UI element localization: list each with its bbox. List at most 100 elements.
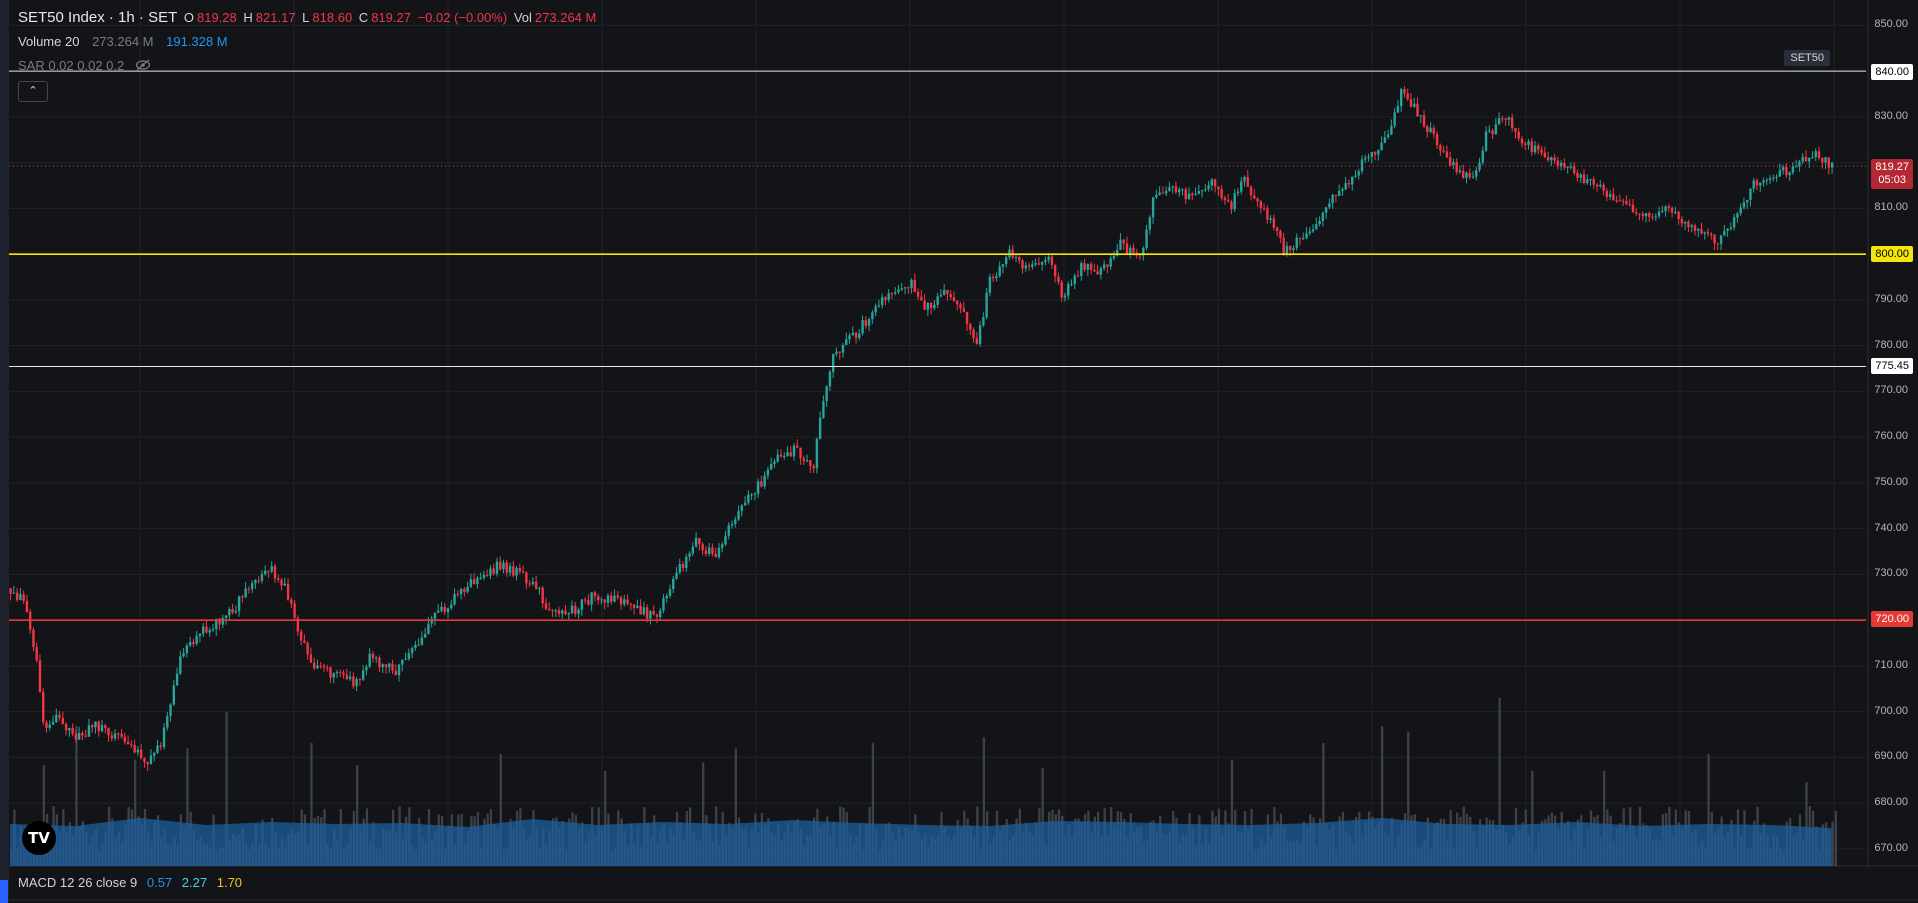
volume-legend: Volume 20 273.264 M 191.328 M bbox=[18, 34, 231, 49]
candle-body bbox=[136, 749, 140, 753]
candle-body bbox=[815, 438, 819, 469]
candle-body bbox=[1716, 243, 1720, 245]
candle-body bbox=[169, 704, 172, 716]
candle-body bbox=[1641, 213, 1644, 217]
candle-body bbox=[1406, 93, 1409, 100]
candle-body bbox=[358, 678, 362, 680]
candle-body bbox=[1468, 172, 1471, 178]
candle-body bbox=[306, 642, 309, 655]
candle-body bbox=[1687, 221, 1690, 228]
candle-body bbox=[760, 481, 763, 487]
candle-body bbox=[668, 589, 672, 596]
candle-body bbox=[926, 302, 930, 310]
candle-body bbox=[1648, 213, 1651, 217]
candle-body bbox=[1621, 200, 1625, 202]
candle-body bbox=[747, 494, 750, 503]
candle-body bbox=[1213, 179, 1217, 187]
candle-body bbox=[1537, 145, 1540, 150]
candle-body bbox=[1396, 106, 1400, 113]
candle-body bbox=[985, 292, 988, 318]
candle-body bbox=[1804, 156, 1808, 162]
volume-bar bbox=[1381, 726, 1384, 866]
candle-body bbox=[825, 386, 828, 402]
candle-body bbox=[1132, 247, 1135, 253]
price-axis-tick: 740.00 bbox=[1874, 521, 1908, 534]
candle-body bbox=[756, 481, 760, 494]
candle-body bbox=[430, 618, 433, 624]
candle-body bbox=[1070, 283, 1073, 285]
macd-label[interactable]: MACD 12 26 close 9 bbox=[18, 875, 138, 890]
candle-body bbox=[1243, 176, 1246, 182]
price-axis-tick: 830.00 bbox=[1874, 109, 1908, 122]
close-label: C bbox=[358, 10, 369, 25]
candle-body bbox=[502, 562, 505, 570]
candle-body bbox=[71, 728, 74, 734]
candle-body bbox=[1311, 229, 1315, 232]
low-value: 818.60 bbox=[312, 10, 353, 25]
candle-body bbox=[903, 287, 907, 289]
candle-body bbox=[1559, 162, 1563, 167]
volume-bar bbox=[1230, 759, 1234, 866]
candle-body bbox=[1344, 182, 1347, 190]
candle-body bbox=[1067, 284, 1070, 296]
candle-body bbox=[348, 676, 352, 680]
candle-body bbox=[303, 640, 306, 643]
candle-body bbox=[1334, 194, 1338, 196]
candle-body bbox=[1393, 112, 1396, 126]
sar-indicator-label[interactable]: SAR 0.02 0.02 0.2 bbox=[18, 58, 125, 73]
candle-body bbox=[1452, 162, 1455, 166]
price-axis-tick: 790.00 bbox=[1874, 292, 1908, 305]
candle-body bbox=[1240, 181, 1243, 192]
candle-body bbox=[1367, 156, 1370, 158]
candle-body bbox=[1762, 180, 1765, 183]
candle-body bbox=[916, 291, 920, 297]
candle-body bbox=[25, 600, 29, 612]
candle-body bbox=[1553, 157, 1556, 161]
candle-body bbox=[998, 266, 1001, 277]
candle-body bbox=[848, 335, 851, 340]
candle-body bbox=[1442, 150, 1445, 152]
candle-body bbox=[107, 727, 110, 736]
candle-body bbox=[446, 608, 450, 613]
candle-body bbox=[264, 570, 267, 575]
candle-body bbox=[22, 594, 25, 601]
candle-body bbox=[1501, 118, 1504, 120]
candle-body bbox=[541, 587, 544, 604]
candle-body bbox=[84, 735, 87, 737]
volume-bar bbox=[225, 712, 228, 866]
macd-histogram-value: 1.70 bbox=[216, 875, 243, 890]
candle-body bbox=[1256, 198, 1259, 202]
candle-body bbox=[1478, 162, 1481, 171]
symbol-title[interactable]: SET50 Index · 1h · SET bbox=[18, 9, 178, 26]
volume-indicator-label[interactable]: Volume 20 bbox=[18, 34, 80, 49]
candle-body bbox=[1027, 265, 1031, 267]
eye-off-icon[interactable] bbox=[135, 59, 151, 74]
candle-body bbox=[38, 660, 42, 692]
candle-body bbox=[143, 758, 146, 762]
candle-body bbox=[1142, 247, 1145, 256]
volume-bar bbox=[702, 762, 705, 866]
scroll-thumb[interactable] bbox=[0, 880, 8, 903]
candle-body bbox=[812, 466, 815, 469]
candle-body bbox=[707, 547, 711, 554]
candle-body bbox=[766, 469, 770, 476]
candle-body bbox=[1462, 170, 1465, 178]
candle-body bbox=[133, 744, 136, 753]
candle-body bbox=[610, 595, 613, 602]
candle-body bbox=[463, 589, 466, 592]
candle-body bbox=[1814, 151, 1817, 157]
candle-body bbox=[1824, 157, 1827, 163]
candle-body bbox=[724, 535, 727, 545]
candle-body bbox=[952, 297, 956, 301]
candle-body bbox=[1275, 227, 1279, 232]
candle-body bbox=[779, 454, 783, 457]
candle-body bbox=[35, 647, 38, 661]
volume-bar bbox=[1531, 770, 1534, 866]
candle-body bbox=[345, 674, 349, 680]
candle-body bbox=[880, 297, 884, 306]
candle-body bbox=[933, 304, 936, 309]
candle-body bbox=[234, 611, 238, 613]
tradingview-logo-icon[interactable]: TV bbox=[22, 821, 56, 855]
collapse-legend-button[interactable]: ⌃ bbox=[18, 81, 48, 102]
